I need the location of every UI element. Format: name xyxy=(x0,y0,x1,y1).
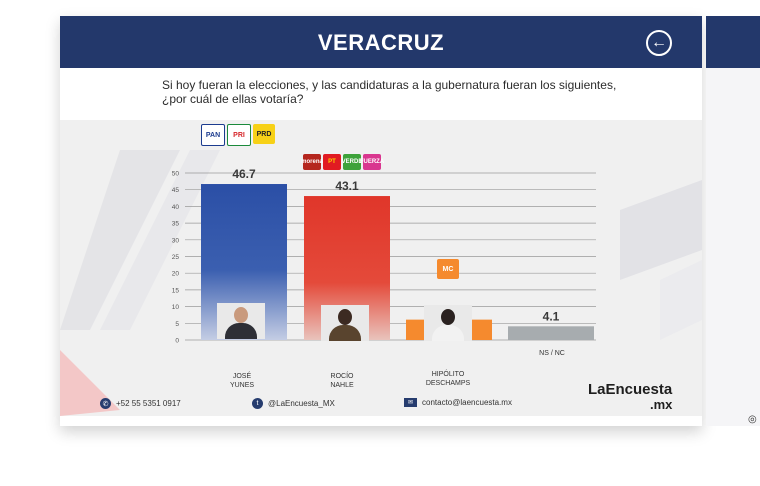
y-tick-label: 40 xyxy=(172,204,180,211)
morena-logo: morena xyxy=(301,154,323,170)
whatsapp-icon: ◎ xyxy=(748,414,757,425)
page-header: VERACRUZ ← xyxy=(60,16,702,68)
candidate-name-line: DESCHAMPS xyxy=(425,380,471,387)
deschamps-party-logos: MC xyxy=(437,259,459,279)
mail-icon: ✉ xyxy=(404,398,417,407)
nahle-party-logos: morena PT VERDE FUERZA xyxy=(301,154,384,170)
candidate-name-yunes: JOSÉ YUNES xyxy=(202,372,282,390)
y-tick-label: 45 xyxy=(172,187,180,194)
prd-logo: PRD xyxy=(253,124,275,144)
verde-logo: VERDE xyxy=(342,154,362,170)
category-ns-nc: NS / NC xyxy=(512,349,592,358)
category-label: NS / NC xyxy=(539,350,565,357)
y-tick-label: 35 xyxy=(172,221,180,228)
candidate-name-nahle: ROCÍO NAHLE xyxy=(302,372,382,390)
candidate-name-line: ROCÍO xyxy=(330,373,354,380)
footer-twitter[interactable]: t @LaEncuesta_MX xyxy=(252,398,335,409)
bar-value-label: 4.1 xyxy=(543,309,560,323)
twitter-handle[interactable]: @LaEncuesta_MX xyxy=(268,399,335,408)
fuerza-logo: FUERZA xyxy=(360,154,384,170)
brand-logo-text: LaEncuesta xyxy=(588,381,673,398)
back-arrow-circle-icon[interactable]: ← xyxy=(646,30,672,56)
background-stripes xyxy=(60,150,702,416)
whatsapp-icon: ✆ xyxy=(100,398,111,409)
y-tick-label: 25 xyxy=(172,254,180,261)
phone-text: +52 55 5351 0917 xyxy=(116,399,181,408)
candidate-name-line: YUNES xyxy=(229,382,255,389)
bar-value-label: 43.1 xyxy=(335,179,359,193)
twitter-icon: t xyxy=(252,398,263,409)
next-page-edge: ◎ xyxy=(706,16,760,426)
y-tick-label: 20 xyxy=(172,271,180,278)
footer-phone: ✆ +52 55 5351 0917 xyxy=(100,398,181,409)
y-tick-label: 0 xyxy=(175,338,179,345)
deschamps-photo xyxy=(424,305,472,341)
footer-email[interactable]: ✉ contacto@laencuesta.mx xyxy=(404,398,512,407)
survey-question: Si hoy fueran la elecciones, y las candi… xyxy=(162,78,617,106)
next-page-header-band xyxy=(706,16,760,68)
y-tick-label: 5 xyxy=(175,321,179,328)
pt-logo: PT xyxy=(323,154,341,170)
mc-logo: MC xyxy=(437,259,459,279)
y-tick-label: 50 xyxy=(172,171,180,178)
nahle-photo xyxy=(321,305,369,341)
yunes-party-logos: PAN PRI PRD xyxy=(201,124,275,146)
brand-logo-suffix: .mx xyxy=(650,397,673,412)
bar xyxy=(508,326,594,340)
candidate-name-line: JOSÉ xyxy=(232,373,252,380)
email-text[interactable]: contacto@laencuesta.mx xyxy=(422,398,512,407)
pan-logo: PAN xyxy=(201,124,225,146)
pri-logo: PRI xyxy=(227,124,251,146)
y-tick-label: 30 xyxy=(172,237,180,244)
candidate-name-line: NAHLE xyxy=(330,382,354,389)
y-tick-label: 10 xyxy=(172,304,180,311)
page-title: VERACRUZ xyxy=(317,30,445,55)
y-tick-label: 15 xyxy=(172,287,180,294)
candidate-name-deschamps: HIPÓLITO DESCHAMPS xyxy=(408,370,488,388)
yunes-photo xyxy=(217,303,265,339)
bar-value-label: 46.7 xyxy=(232,167,256,181)
candidate-name-line: HIPÓLITO xyxy=(431,371,465,378)
